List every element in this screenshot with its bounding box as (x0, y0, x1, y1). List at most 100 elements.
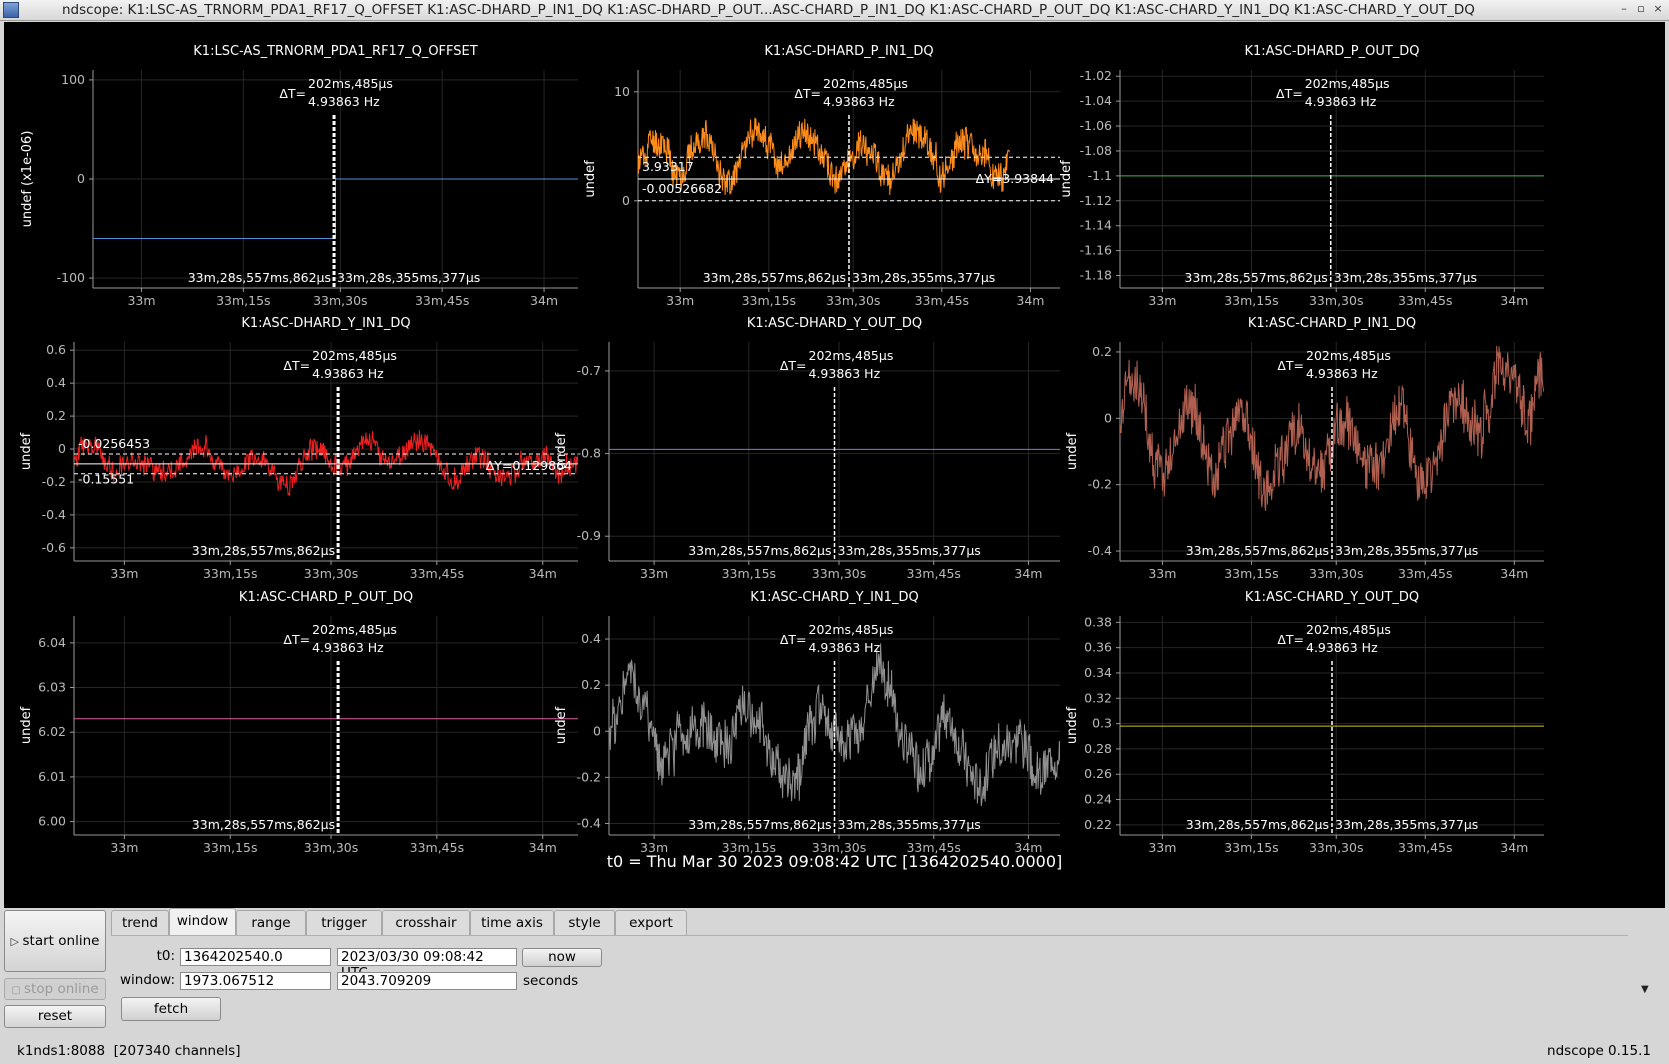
frequency-label: 4.93863 Hz (809, 366, 881, 381)
t0-utc-input[interactable]: 2023/03/30 09:08:42 UTC (337, 948, 517, 981)
plot-9[interactable]: K1:ASC-CHARD_Y_OUT_DQ 0.38 0.36 0.34 0.32 0.3… (1065, 590, 1544, 855)
title-bar[interactable]: ndscope: K1:LSC-AS_TRNORM_PDA1_RF17_Q_OF… (0, 0, 1669, 21)
y-tick-label: 0.32 (1084, 690, 1112, 705)
stop-icon: ▢ (11, 985, 24, 996)
y-tick-label: 0.38 (1084, 614, 1112, 629)
window-end-input[interactable]: 2043.709209 (337, 972, 517, 990)
stop-online-button[interactable]: ▢ stop online (4, 978, 106, 1000)
tab-trigger[interactable]: trigger (306, 910, 382, 935)
y-tick-label: 10 (614, 84, 630, 99)
delta-t-value: 202ms,485μs (312, 348, 397, 363)
cursor-right-label: 33m,28s,355ms,377μs (838, 543, 981, 558)
cursor-right-label: 33m,28s,355ms,377μs (838, 817, 981, 832)
delta-t-label: ΔT= (780, 358, 807, 373)
y-tick-label: -0.2 (577, 769, 601, 784)
tab-window[interactable]: window (169, 908, 236, 936)
x-tick-label: 33m,30s (313, 293, 367, 308)
x-tick-label: 34m (530, 293, 558, 308)
reset-button[interactable]: reset (4, 1005, 106, 1028)
plot-6[interactable]: K1:ASC-CHARD_P_IN1_DQ 0.2 0 -0.2 -0.4 33m 33m,… (1065, 316, 1544, 581)
x-tick-label: 34m (1014, 840, 1042, 855)
x-tick-label: 33m,15s (722, 840, 776, 855)
y-tick-label: -1.04 (1080, 93, 1112, 108)
delta-t-value: 202ms,485μs (312, 622, 397, 637)
tab-trend[interactable]: trend (111, 910, 169, 935)
delta-t-label: ΔT= (780, 632, 807, 647)
x-tick-label: 33m (640, 566, 668, 581)
plot-5[interactable]: K1:ASC-DHARD_Y_OUT_DQ -0.7 -0.8 -0.9 33m 33m,… (554, 316, 1060, 581)
plot-7[interactable]: K1:ASC-CHARD_P_OUT_DQ 6.04 6.03 6.02 6.01 6.0… (19, 590, 578, 855)
y-tick-label: 0.3 (1092, 716, 1112, 731)
tab-range[interactable]: range (236, 910, 306, 935)
x-tick-label: 33m,30s (1309, 840, 1363, 855)
x-tick-label: 34m (1016, 293, 1044, 308)
cursor-y2-label: -0.15551 (78, 472, 134, 487)
close-button[interactable]: × (1653, 2, 1663, 15)
plot-title: K1:ASC-CHARD_Y_IN1_DQ (750, 590, 918, 605)
frequency-label: 4.93863 Hz (1306, 640, 1378, 655)
delta-t-label: ΔT= (1277, 632, 1304, 647)
plot-2[interactable]: K1:ASC-DHARD_P_IN1_DQ 10 0 33m 33m,15s 33m,30… (583, 44, 1060, 308)
y-axis-label: undef (1065, 706, 1080, 744)
tab-time-axis[interactable]: time axis (470, 910, 554, 935)
x-tick-label: 33m,45s (915, 293, 969, 308)
y-tick-label: 0.4 (46, 375, 66, 390)
cursor-left-label: 33m,28s,557ms,862μs (192, 817, 335, 832)
frequency-label: 4.93863 Hz (823, 94, 895, 109)
plots-svg[interactable]: K1:LSC-AS_TRNORM_PDA1_RF17_Q_OFFSET1000-… (4, 22, 1665, 908)
x-tick-label: 33m,45s (906, 840, 960, 855)
x-tick-label: 33m (127, 293, 155, 308)
tab-crosshair[interactable]: crosshair (382, 910, 470, 935)
cursor-y2-label: -0.00526682 (642, 181, 722, 196)
y-tick-label: -0.4 (1088, 543, 1112, 558)
fetch-button[interactable]: fetch (121, 997, 221, 1021)
seconds-label: seconds (523, 973, 579, 989)
t0-input[interactable]: 1364202540.0 (180, 948, 331, 966)
minimize-button[interactable]: – (1621, 2, 1627, 15)
app-icon (3, 2, 19, 18)
y-tick-label: 0 (58, 441, 66, 456)
maximize-button[interactable]: ▫ (1637, 2, 1645, 15)
y-tick-label: 6.01 (38, 769, 66, 784)
delta-t-label: ΔT= (1276, 86, 1303, 101)
cursor-right-label: 33m,28s,355ms,377μs (337, 270, 480, 285)
delta-t-label: ΔT= (794, 86, 821, 101)
y-tick-label: -1.14 (1080, 218, 1112, 233)
x-tick-label: 33m,45s (1398, 293, 1452, 308)
series-line (74, 430, 578, 496)
start-online-button[interactable]: ▷ start online (4, 910, 106, 972)
delta-t-label: ΔT= (283, 632, 310, 647)
panel-collapse-arrow-icon[interactable]: ▼ (1641, 984, 1649, 995)
delta-y-label: ΔY=0.129864 (486, 458, 572, 473)
now-button[interactable]: now (522, 948, 602, 967)
plot-area[interactable]: K1:LSC-AS_TRNORM_PDA1_RF17_Q_OFFSET 100 0-… (4, 22, 1665, 908)
y-axis-label: undef (554, 706, 569, 744)
cursor-left-label: 33m,28s,557ms,862μs (688, 817, 831, 832)
y-tick-label: 0.28 (1084, 741, 1112, 756)
x-tick-label: 33m,15s (742, 293, 796, 308)
tab-export[interactable]: export (615, 910, 687, 935)
cursor-right-label: 33m,28s,355ms,377μs (1335, 543, 1478, 558)
plot-1[interactable]: K1:LSC-AS_TRNORM_PDA1_RF17_Q_OFFSET 100 0 -… (20, 44, 578, 308)
window-start-input[interactable]: 1973.067512 (180, 972, 331, 990)
delta-t-value: 202ms,485μs (823, 76, 908, 91)
y-tick-label: -0.7 (577, 363, 601, 378)
plot-8[interactable]: K1:ASC-CHARD_Y_IN1_DQ 0.4 0.2 0 -0.2 -0.4 33m 3… (554, 590, 1060, 855)
plot-title: K1:ASC-CHARD_P_OUT_DQ (239, 590, 413, 605)
y-tick-label: 0 (622, 193, 630, 208)
delta-t-value: 202ms,485μs (1306, 348, 1391, 363)
y-tick-label: -1.02 (1080, 68, 1112, 83)
delta-t-label: ΔT= (1277, 358, 1304, 373)
plot-title: K1:ASC-DHARD_P_OUT_DQ (1244, 44, 1419, 59)
cursor-right-label: 33m,28s,355ms,377μs (1334, 270, 1477, 285)
x-tick-label: 33m,45s (1398, 566, 1452, 581)
x-tick-label: 33m (110, 840, 138, 855)
y-tick-label: -0.2 (42, 474, 66, 489)
plot-3[interactable]: K1:ASC-DHARD_P_OUT_DQ -1.02 -1.04 -1.06 -1.0… (1059, 44, 1544, 308)
x-tick-label: 33m,30s (812, 566, 866, 581)
tab-style[interactable]: style (554, 910, 615, 935)
x-tick-label: 33m,30s (304, 566, 358, 581)
cursor-left-label: 33m,28s,557ms,862μs (1184, 270, 1327, 285)
plot-4[interactable]: K1:ASC-DHARD_Y_IN1_DQ 0.6 0.4 0.2 0 -0.2 -0.4 -… (19, 316, 578, 581)
delta-t-value: 202ms,485μs (809, 622, 894, 637)
